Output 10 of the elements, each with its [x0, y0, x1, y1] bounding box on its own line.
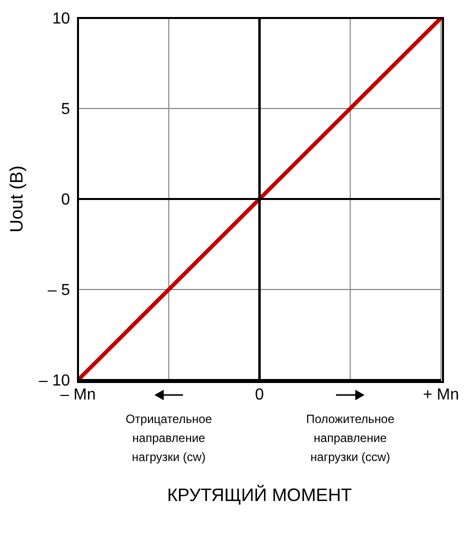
y-tick-label: 0 — [61, 192, 70, 209]
y-tick-label: – 5 — [48, 282, 70, 300]
x-tick-label: 0 — [255, 386, 264, 404]
x-axis-title: КРУТЯЩИЙ МОМЕНТ — [166, 485, 353, 506]
text: Отрицательное направление нагрузки (cw) — [124, 411, 213, 466]
x-tick-label: + Mn — [422, 386, 460, 404]
y-tick-label: 5 — [61, 101, 70, 118]
y-tick-label: 10 — [52, 10, 70, 28]
text: Положительное направление нагрузки (ccw) — [305, 411, 396, 466]
y-axis-title: Uout (B) — [6, 165, 26, 233]
